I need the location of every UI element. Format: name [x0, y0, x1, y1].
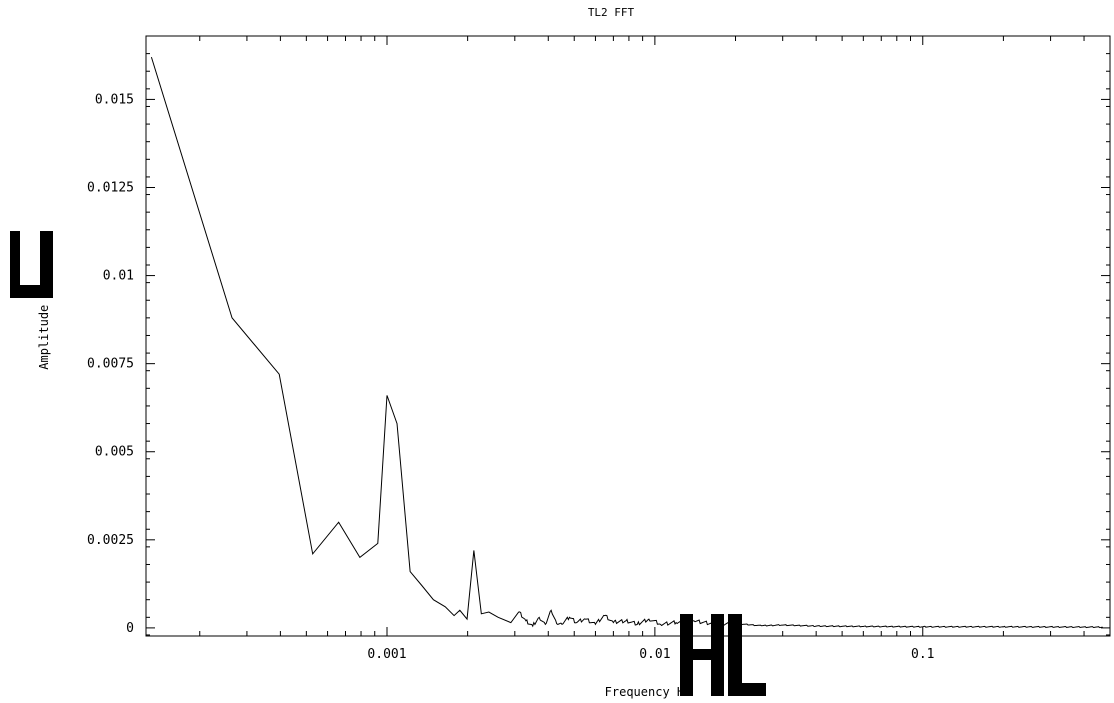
x-tick-label: 0.1	[911, 647, 934, 662]
y-axis-title: Amplitude V	[37, 290, 51, 369]
hz-glyph-h	[680, 614, 724, 696]
unit-glyph-overlays	[10, 231, 766, 696]
y-tick-label: 0.0025	[87, 533, 134, 548]
y-tick-label: 0.0075	[87, 357, 134, 372]
chart-title: TL2 FFT	[588, 6, 635, 19]
v-glyph	[10, 231, 53, 298]
y-tick-label: 0.0125	[87, 180, 134, 195]
y-tick-label: 0.01	[103, 269, 134, 284]
x-tick-label: 0.01	[639, 647, 670, 662]
y-tick-label: 0	[126, 621, 134, 636]
hz-glyph-l	[728, 614, 766, 696]
plot-frame	[145, 35, 1111, 637]
tick-marks	[146, 36, 1111, 636]
y-tick-label: 0.005	[95, 445, 134, 460]
tick-labels: 0 0.0025 0.005 0.0075 0.01 0.0125 0.015 0.001 0.…	[87, 92, 934, 662]
y-tick-label: 0.015	[95, 92, 134, 107]
x-tick-label: 0.001	[367, 647, 406, 662]
x-axis-title: Frequency Hz	[605, 685, 692, 699]
series-line	[150, 56, 1103, 629]
